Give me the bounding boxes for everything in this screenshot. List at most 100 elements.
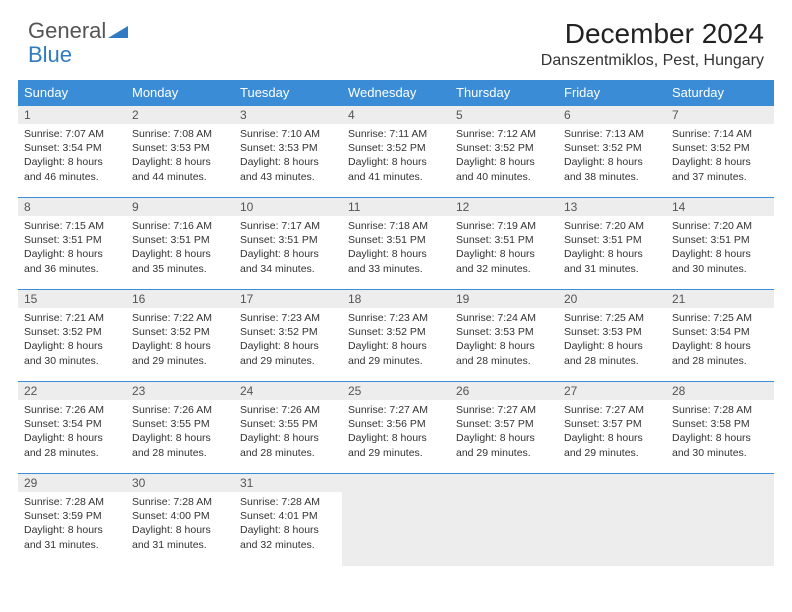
day-line-ss: Sunset: 4:01 PM: [240, 509, 336, 523]
day-line-ss: Sunset: 3:58 PM: [672, 417, 768, 431]
day-line-d1: Daylight: 8 hours: [240, 523, 336, 537]
day-number: 14: [666, 198, 774, 216]
day-line-d1: Daylight: 8 hours: [240, 339, 336, 353]
day-number: 2: [126, 106, 234, 124]
day-number: 30: [126, 474, 234, 492]
day-number: 3: [234, 106, 342, 124]
day-header-thursday: Thursday: [450, 80, 558, 106]
day-line-d2: and 29 minutes.: [348, 446, 444, 460]
day-line-d2: and 29 minutes.: [456, 446, 552, 460]
day-cell: 21Sunrise: 7:25 AMSunset: 3:54 PMDayligh…: [666, 290, 774, 382]
day-number: 26: [450, 382, 558, 400]
day-number: 7: [666, 106, 774, 124]
day-body: Sunrise: 7:21 AMSunset: 3:52 PMDaylight:…: [18, 308, 126, 372]
day-header-saturday: Saturday: [666, 80, 774, 106]
day-body: Sunrise: 7:19 AMSunset: 3:51 PMDaylight:…: [450, 216, 558, 280]
day-line-d2: and 43 minutes.: [240, 170, 336, 184]
day-cell: 14Sunrise: 7:20 AMSunset: 3:51 PMDayligh…: [666, 198, 774, 290]
day-number: 1: [18, 106, 126, 124]
day-line-sr: Sunrise: 7:23 AM: [240, 311, 336, 325]
calendar-table: Sunday Monday Tuesday Wednesday Thursday…: [18, 80, 774, 566]
day-line-d1: Daylight: 8 hours: [348, 247, 444, 261]
location-label: Danszentmiklos, Pest, Hungary: [541, 52, 764, 70]
day-number: 13: [558, 198, 666, 216]
day-line-d2: and 36 minutes.: [24, 262, 120, 276]
day-cell: 13Sunrise: 7:20 AMSunset: 3:51 PMDayligh…: [558, 198, 666, 290]
day-line-d1: Daylight: 8 hours: [456, 247, 552, 261]
day-line-d2: and 30 minutes.: [672, 446, 768, 460]
day-cell: 2Sunrise: 7:08 AMSunset: 3:53 PMDaylight…: [126, 106, 234, 198]
day-line-d2: and 29 minutes.: [564, 446, 660, 460]
day-line-ss: Sunset: 3:56 PM: [348, 417, 444, 431]
week-row: 15Sunrise: 7:21 AMSunset: 3:52 PMDayligh…: [18, 290, 774, 382]
day-line-ss: Sunset: 3:51 PM: [672, 233, 768, 247]
day-body: Sunrise: 7:13 AMSunset: 3:52 PMDaylight:…: [558, 124, 666, 188]
day-body: Sunrise: 7:28 AMSunset: 4:00 PMDaylight:…: [126, 492, 234, 556]
day-body: Sunrise: 7:08 AMSunset: 3:53 PMDaylight:…: [126, 124, 234, 188]
day-line-d1: Daylight: 8 hours: [456, 339, 552, 353]
day-cell: 27Sunrise: 7:27 AMSunset: 3:57 PMDayligh…: [558, 382, 666, 474]
day-number: 10: [234, 198, 342, 216]
day-line-d2: and 30 minutes.: [24, 354, 120, 368]
day-line-ss: Sunset: 3:52 PM: [132, 325, 228, 339]
day-line-ss: Sunset: 3:51 PM: [348, 233, 444, 247]
day-cell: 16Sunrise: 7:22 AMSunset: 3:52 PMDayligh…: [126, 290, 234, 382]
day-body: Sunrise: 7:28 AMSunset: 3:59 PMDaylight:…: [18, 492, 126, 556]
week-row: 22Sunrise: 7:26 AMSunset: 3:54 PMDayligh…: [18, 382, 774, 474]
day-line-d2: and 28 minutes.: [24, 446, 120, 460]
day-number: 25: [342, 382, 450, 400]
day-number: 6: [558, 106, 666, 124]
day-line-sr: Sunrise: 7:18 AM: [348, 219, 444, 233]
day-line-d2: and 38 minutes.: [564, 170, 660, 184]
day-line-d2: and 44 minutes.: [132, 170, 228, 184]
day-body: Sunrise: 7:15 AMSunset: 3:51 PMDaylight:…: [18, 216, 126, 280]
day-cell: 5Sunrise: 7:12 AMSunset: 3:52 PMDaylight…: [450, 106, 558, 198]
day-body: Sunrise: 7:10 AMSunset: 3:53 PMDaylight:…: [234, 124, 342, 188]
day-line-ss: Sunset: 3:57 PM: [564, 417, 660, 431]
day-line-d1: Daylight: 8 hours: [456, 155, 552, 169]
day-line-d1: Daylight: 8 hours: [132, 155, 228, 169]
day-line-d2: and 41 minutes.: [348, 170, 444, 184]
day-line-ss: Sunset: 3:57 PM: [456, 417, 552, 431]
day-line-d2: and 34 minutes.: [240, 262, 336, 276]
day-body: Sunrise: 7:12 AMSunset: 3:52 PMDaylight:…: [450, 124, 558, 188]
day-line-d1: Daylight: 8 hours: [564, 339, 660, 353]
day-cell: 30Sunrise: 7:28 AMSunset: 4:00 PMDayligh…: [126, 474, 234, 566]
day-line-d2: and 28 minutes.: [564, 354, 660, 368]
day-number: 8: [18, 198, 126, 216]
day-line-ss: Sunset: 3:53 PM: [240, 141, 336, 155]
day-line-sr: Sunrise: 7:24 AM: [456, 311, 552, 325]
day-cell: 18Sunrise: 7:23 AMSunset: 3:52 PMDayligh…: [342, 290, 450, 382]
day-cell: 19Sunrise: 7:24 AMSunset: 3:53 PMDayligh…: [450, 290, 558, 382]
day-line-sr: Sunrise: 7:25 AM: [564, 311, 660, 325]
day-number: 29: [18, 474, 126, 492]
day-line-sr: Sunrise: 7:19 AM: [456, 219, 552, 233]
day-cell: 8Sunrise: 7:15 AMSunset: 3:51 PMDaylight…: [18, 198, 126, 290]
day-body: Sunrise: 7:25 AMSunset: 3:54 PMDaylight:…: [666, 308, 774, 372]
week-row: 29Sunrise: 7:28 AMSunset: 3:59 PMDayligh…: [18, 474, 774, 566]
day-line-ss: Sunset: 3:51 PM: [240, 233, 336, 247]
day-line-sr: Sunrise: 7:12 AM: [456, 127, 552, 141]
day-line-sr: Sunrise: 7:28 AM: [672, 403, 768, 417]
day-line-sr: Sunrise: 7:10 AM: [240, 127, 336, 141]
day-header-wednesday: Wednesday: [342, 80, 450, 106]
day-cell: 31Sunrise: 7:28 AMSunset: 4:01 PMDayligh…: [234, 474, 342, 566]
day-cell: 22Sunrise: 7:26 AMSunset: 3:54 PMDayligh…: [18, 382, 126, 474]
day-line-ss: Sunset: 3:53 PM: [456, 325, 552, 339]
day-line-d2: and 28 minutes.: [672, 354, 768, 368]
day-line-ss: Sunset: 3:55 PM: [240, 417, 336, 431]
day-line-ss: Sunset: 3:53 PM: [132, 141, 228, 155]
day-body: Sunrise: 7:26 AMSunset: 3:54 PMDaylight:…: [18, 400, 126, 464]
day-line-sr: Sunrise: 7:20 AM: [672, 219, 768, 233]
day-number: 27: [558, 382, 666, 400]
day-cell: 17Sunrise: 7:23 AMSunset: 3:52 PMDayligh…: [234, 290, 342, 382]
day-number: 18: [342, 290, 450, 308]
header: General December 2024 Danszentmiklos, Pe…: [0, 0, 792, 76]
day-line-sr: Sunrise: 7:22 AM: [132, 311, 228, 325]
day-number: 12: [450, 198, 558, 216]
day-line-ss: Sunset: 3:59 PM: [24, 509, 120, 523]
day-body: Sunrise: 7:28 AMSunset: 4:01 PMDaylight:…: [234, 492, 342, 556]
day-line-sr: Sunrise: 7:27 AM: [456, 403, 552, 417]
day-number: 16: [126, 290, 234, 308]
day-body: Sunrise: 7:27 AMSunset: 3:56 PMDaylight:…: [342, 400, 450, 464]
